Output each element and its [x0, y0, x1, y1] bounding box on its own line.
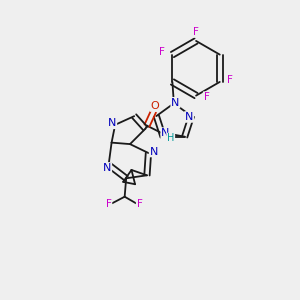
Text: N: N [161, 128, 170, 138]
Text: H: H [167, 134, 174, 143]
Text: F: F [227, 76, 233, 85]
Text: O: O [150, 101, 159, 111]
Text: F: F [136, 200, 142, 209]
Text: N: N [150, 146, 158, 157]
Text: N: N [108, 118, 116, 128]
Text: N: N [103, 163, 111, 173]
Text: N: N [185, 112, 193, 122]
Text: F: F [203, 92, 209, 102]
Text: F: F [159, 47, 165, 57]
Text: N: N [171, 98, 179, 108]
Text: F: F [106, 200, 112, 209]
Text: F: F [193, 27, 199, 37]
